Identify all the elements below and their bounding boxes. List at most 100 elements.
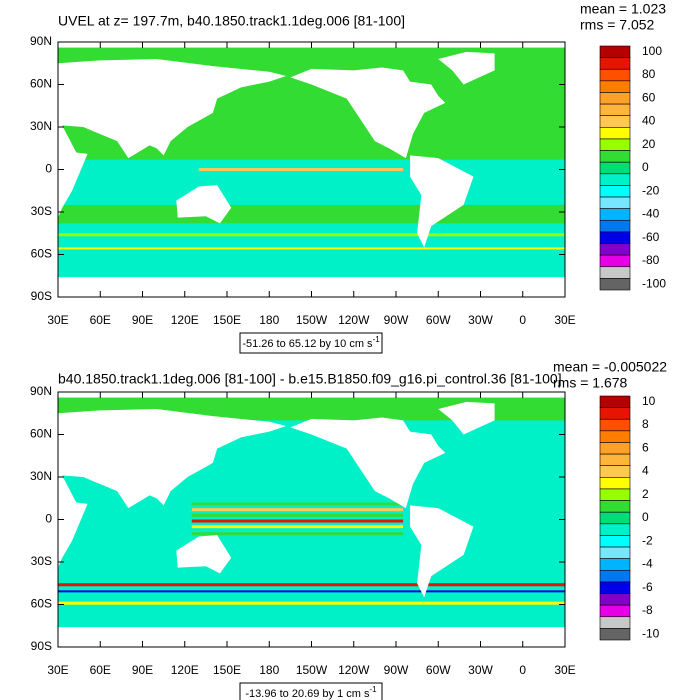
x-tick-label: 150E	[213, 313, 241, 327]
x-tick-label: 0	[519, 313, 526, 327]
colorbar-label: 2	[642, 487, 649, 501]
colorbar-box	[599, 57, 631, 70]
land	[438, 401, 495, 435]
x-tick-label: 60E	[90, 313, 111, 327]
colorbar-box	[599, 219, 631, 233]
mean-stat: mean = -0.005022	[553, 359, 667, 375]
x-tick-label: 120E	[171, 313, 199, 327]
rms-stat: rms = 7.052	[580, 17, 655, 33]
colorbar-box	[599, 231, 631, 244]
map-panel	[57, 391, 566, 648]
colorbar-box	[599, 628, 631, 641]
stripe	[191, 513, 404, 517]
colorbar-box	[599, 604, 631, 618]
land	[58, 59, 287, 159]
colorbar-box	[599, 395, 631, 408]
colorbar-box	[599, 581, 631, 594]
colorbar-box	[599, 418, 631, 432]
colorbar-box	[599, 127, 631, 140]
colorbar-box	[599, 80, 631, 93]
land	[290, 417, 446, 509]
colorbar-box	[599, 616, 631, 629]
y-tick-label: 60S	[31, 247, 52, 261]
colorbar-label: -6	[642, 580, 653, 594]
colorbar-label: -40	[642, 207, 660, 221]
stripe	[58, 233, 565, 237]
colorbar-label: 4	[642, 464, 649, 478]
x-tick-label: 30E	[554, 313, 575, 327]
mean-stat: mean = 1.023	[580, 1, 666, 17]
x-tick-label: 60E	[90, 663, 111, 677]
x-tick-label: 90W	[384, 663, 409, 677]
x-tick-label: 180	[259, 663, 279, 677]
y-tick-label: 30N	[30, 469, 52, 483]
colorbar-label: 0	[642, 160, 649, 174]
x-tick-label: 90W	[384, 313, 409, 327]
x-tick-label: 150W	[296, 663, 328, 677]
colorbar-label: -2	[642, 533, 653, 547]
range-exponent: -1	[373, 335, 381, 344]
colorbar-box	[599, 465, 631, 478]
colorbar-box	[599, 161, 631, 175]
x-tick-label: 120E	[171, 663, 199, 677]
x-tick-label: 120W	[338, 663, 370, 677]
range-text: -13.96 to 20.69 by 1 cm s	[245, 688, 370, 700]
colorbar-box	[599, 208, 631, 221]
stripe	[58, 590, 565, 593]
colorbar-label: 10	[642, 394, 656, 408]
colorbar-box	[599, 500, 631, 513]
colorbar-label: -8	[642, 603, 653, 617]
range-box	[239, 682, 383, 700]
x-tick-label: 30W	[468, 663, 493, 677]
stripe	[191, 502, 404, 506]
colorbar-box	[599, 243, 631, 256]
y-tick-label: 60N	[30, 427, 52, 441]
x-tick-label: 120W	[338, 313, 370, 327]
colorbar-box	[599, 535, 631, 548]
colorbar-box	[599, 196, 631, 209]
colorbar-label: 100	[642, 44, 662, 58]
panel-title: UVEL at z= 197.7m, b40.1850.track1.1deg.…	[58, 13, 405, 29]
y-tick-label: 90N	[30, 384, 52, 398]
range-text: -51.26 to 65.12 by 10 cm s	[242, 338, 373, 350]
colorbar-label: 0	[642, 510, 649, 524]
ocean	[58, 159, 565, 205]
colorbar-box	[599, 477, 631, 490]
rms-stat: rms = 1.678	[553, 375, 628, 391]
land	[176, 185, 232, 224]
colorbar-box	[599, 185, 631, 198]
land	[438, 51, 495, 85]
colorbar-box	[599, 569, 631, 583]
colorbar-box	[599, 593, 631, 606]
colorbar-box	[599, 150, 631, 163]
colorbar-label: -100	[642, 276, 666, 290]
colorbar-box	[599, 68, 631, 82]
colorbar-box	[599, 115, 631, 128]
range-label: -51.26 to 65.12 by 10 cm s-1	[242, 335, 380, 350]
stripe	[58, 583, 565, 587]
colorbar-box	[599, 103, 631, 117]
colorbar-box	[599, 254, 631, 268]
stripe	[191, 508, 404, 512]
land	[58, 474, 88, 568]
x-tick-label: 30W	[468, 313, 493, 327]
colorbar-box	[599, 488, 631, 501]
y-tick-label: 90S	[31, 289, 52, 303]
colorbar-box	[599, 407, 631, 420]
range-label: -13.96 to 20.69 by 1 cm s-1	[245, 685, 377, 700]
y-tick-label: 0	[45, 162, 52, 176]
colorbar-label: -20	[642, 183, 660, 197]
colorbar-box	[599, 453, 631, 467]
x-tick-label: 30E	[554, 663, 575, 677]
colorbar-box	[599, 442, 631, 455]
colorbar-label: -4	[642, 557, 653, 571]
stripe	[191, 525, 404, 529]
y-tick-label: 60N	[30, 77, 52, 91]
stripe	[191, 532, 404, 536]
stripe	[198, 168, 404, 172]
colorbar-label: 6	[642, 440, 649, 454]
colorbar-label: -80	[642, 253, 660, 267]
colorbar-box	[599, 92, 631, 105]
x-tick-label: 30E	[47, 313, 68, 327]
